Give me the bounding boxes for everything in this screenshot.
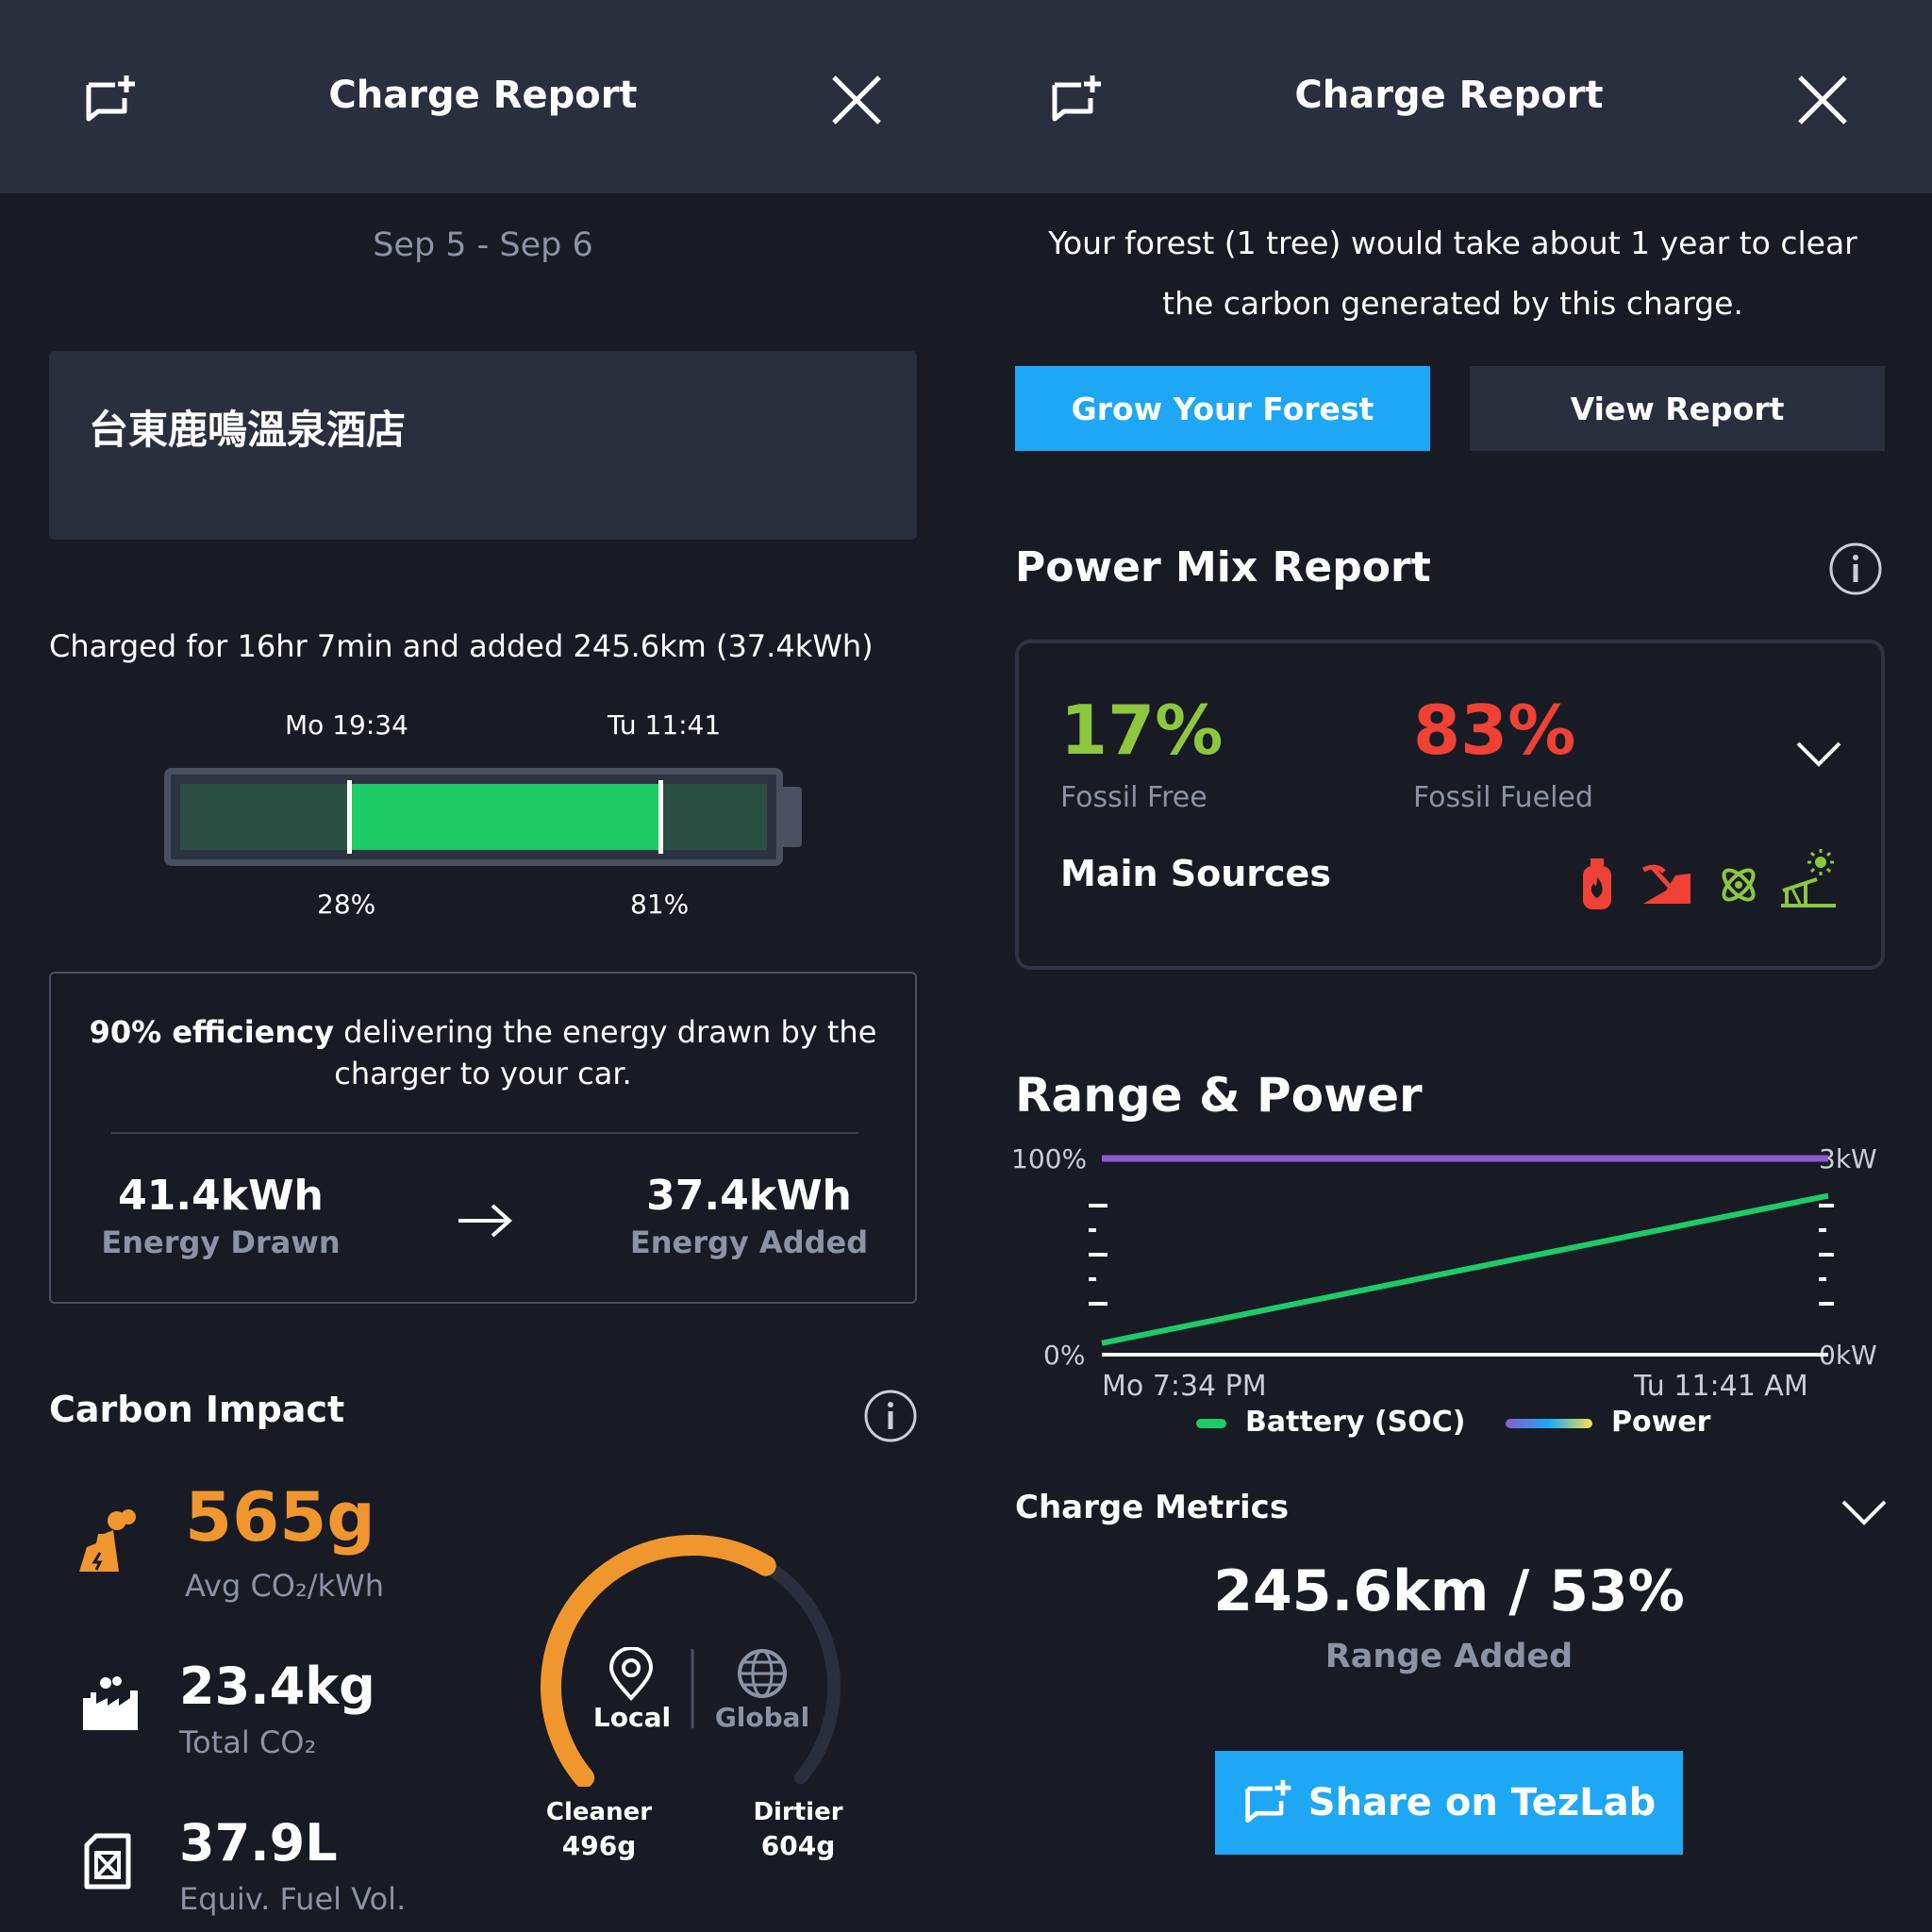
forest-text: Your forest (1 tree) would take about 1 … — [1048, 225, 1857, 322]
share-on-tezlab-label: Share on TezLab — [1307, 1781, 1657, 1824]
divider — [111, 1132, 858, 1134]
battery-start-time: Mo 19:34 — [285, 709, 408, 741]
efficiency-text: 90% efficiency delivering the energy dra… — [89, 1011, 877, 1094]
energy-drawn-label: Energy Drawn — [101, 1224, 341, 1260]
page-title: Charge Report — [328, 74, 638, 117]
total-co2-value: 23.4kg — [179, 1657, 375, 1716]
gauge-global-label[interactable]: Global — [714, 1702, 810, 1733]
fossil-fueled-label: Fossil Fueled — [1413, 781, 1593, 814]
chevron-down-icon[interactable] — [1840, 1498, 1889, 1528]
cleaner-value: 496g — [561, 1830, 637, 1861]
gas-icon — [1583, 858, 1611, 909]
range-added-value: 245.6km / 53% — [1213, 1558, 1685, 1624]
right-panel: Charge Report Your forest (1 tree) would… — [966, 0, 1932, 1932]
fossil-free-pct: 17% — [1060, 691, 1224, 770]
legend-battery-label: Battery (SOC) — [1245, 1406, 1466, 1439]
share-on-tezlab-button[interactable]: Share on TezLab — [1215, 1751, 1683, 1855]
fuel-value: 37.9L — [179, 1813, 338, 1873]
factory-fire-icon — [79, 1509, 136, 1572]
solar-icon — [1781, 849, 1836, 908]
battery-start-marker — [347, 780, 352, 854]
coal-icon — [1641, 864, 1690, 904]
share-comment-icon[interactable] — [83, 72, 140, 128]
fossil-fueled-pct: 83% — [1413, 691, 1576, 770]
efficiency-rest: delivering the energy drawn by the charg… — [333, 1014, 877, 1091]
legend-power-swatch — [1506, 1419, 1592, 1428]
chevron-down-icon[interactable] — [1794, 740, 1843, 770]
header: Charge Report — [0, 0, 966, 193]
close-icon[interactable] — [828, 72, 885, 128]
power-mix-card: 17% Fossil Free 83% Fossil Fueled Main S… — [1015, 640, 1885, 970]
battery-soc-series-line — [1101, 1192, 1829, 1346]
battery-end-pct: 81% — [630, 889, 690, 920]
date-range: Sep 5 - Sep 6 — [373, 226, 593, 264]
battery-end-time: Tu 11:41 — [608, 709, 722, 741]
charge-metrics-title: Charge Metrics — [1015, 1489, 1290, 1526]
location-card[interactable]: 台東鹿鳴溫泉酒店 — [49, 351, 917, 540]
range-added-label: Range Added — [1324, 1638, 1574, 1675]
info-icon[interactable] — [1828, 541, 1883, 596]
fossil-free-label: Fossil Free — [1060, 781, 1208, 814]
arrow-right-icon — [458, 1204, 513, 1238]
battery-end-marker — [658, 780, 663, 854]
battery-start-pct: 28% — [317, 889, 376, 920]
y-right-top: 3kW — [1819, 1143, 1877, 1174]
cleaner-label: Cleaner — [545, 1798, 653, 1826]
energy-added-label: Energy Added — [629, 1224, 869, 1260]
carbon-gauge — [541, 1535, 841, 1787]
view-report-button[interactable]: View Report — [1470, 366, 1885, 451]
main-sources-label: Main Sources — [1060, 853, 1331, 894]
fuel-label: Equiv. Fuel Vol. — [179, 1881, 407, 1917]
gauge-local-label[interactable]: Local — [592, 1702, 672, 1733]
share-comment-icon — [1245, 1779, 1291, 1823]
location-pin-icon[interactable] — [606, 1647, 657, 1702]
close-icon[interactable] — [1794, 72, 1851, 128]
info-icon[interactable] — [863, 1389, 918, 1443]
nuclear-icon — [1722, 868, 1756, 902]
avg-co2-value: 565g — [185, 1477, 375, 1557]
axis-tick-marks — [1089, 1204, 1834, 1306]
battery-terminal — [783, 787, 802, 847]
share-comment-icon[interactable] — [1049, 72, 1106, 128]
grow-forest-button[interactable]: Grow Your Forest — [1015, 366, 1430, 451]
gauge-level — [541, 1535, 776, 1787]
avg-co2-label: Avg CO₂/kWh — [185, 1568, 385, 1604]
dirtier-value: 604g — [760, 1830, 836, 1861]
y-right-bottom: 0kW — [1819, 1340, 1877, 1371]
total-co2-label: Total CO₂ — [179, 1724, 317, 1760]
globe-icon[interactable] — [736, 1647, 789, 1700]
carbon-impact-title: Carbon Impact — [49, 1389, 345, 1430]
header: Charge Report — [966, 0, 1932, 193]
legend-power-label: Power — [1611, 1406, 1711, 1439]
factory-icon — [83, 1676, 138, 1730]
left-panel: Charge Report Sep 5 - Sep 6 台東鹿鳴溫泉酒店 Cha… — [0, 0, 966, 1917]
y-left-top: 100% — [1011, 1143, 1088, 1174]
y-left-bottom: 0% — [1043, 1340, 1086, 1371]
legend-battery-swatch — [1196, 1419, 1226, 1428]
battery-charged-segment — [350, 784, 661, 850]
energy-drawn-value: 41.4kWh — [118, 1172, 324, 1220]
power-mix-title: Power Mix Report — [1015, 543, 1431, 591]
x-start-label: Mo 7:34 PM — [1102, 1370, 1267, 1403]
battery-graphic — [164, 768, 783, 866]
range-power-title: Range & Power — [1015, 1068, 1423, 1123]
charged-summary: Charged for 16hr 7min and added 245.6km … — [49, 628, 874, 664]
energy-added-value: 37.4kWh — [646, 1172, 852, 1220]
range-power-chart — [1089, 1155, 1834, 1357]
fuel-can-icon — [84, 1833, 131, 1890]
efficiency-bold: 90% efficiency — [89, 1014, 334, 1050]
efficiency-card: 90% efficiency delivering the energy dra… — [49, 972, 917, 1304]
dirtier-label: Dirtier — [753, 1798, 843, 1826]
x-end-label: Tu 11:41 AM — [1634, 1370, 1808, 1403]
page-title: Charge Report — [1294, 74, 1604, 117]
location-name: 台東鹿鳴溫泉酒店 — [89, 407, 407, 453]
